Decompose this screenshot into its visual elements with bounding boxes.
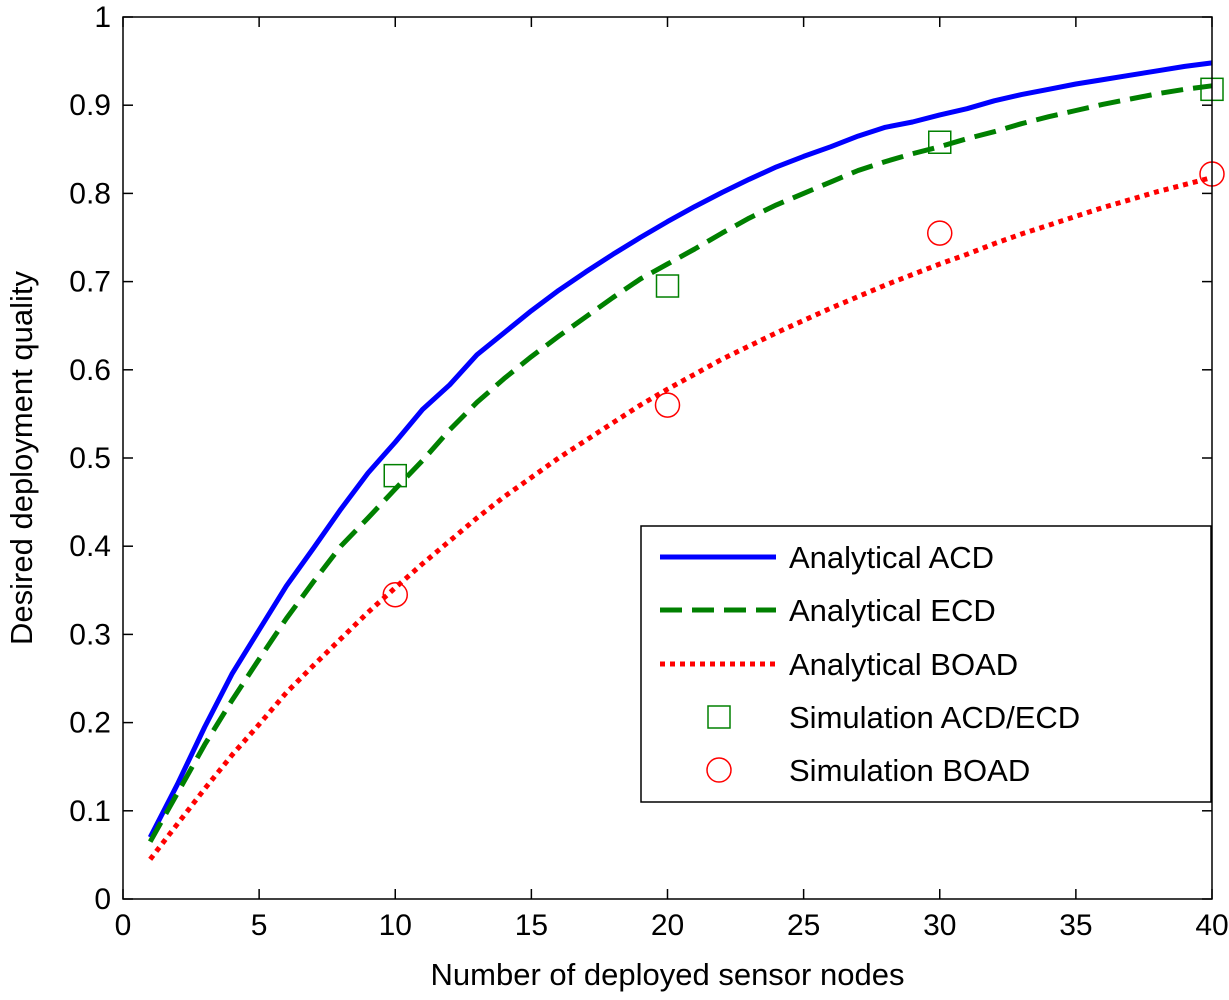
x-axis-label: Number of deployed sensor nodes (431, 957, 905, 992)
legend-label: Simulation ACD/ECD (789, 700, 1080, 735)
y-tick-label: 0.1 (69, 795, 111, 828)
legend-item: Simulation ACD/ECD (707, 700, 1080, 735)
x-tick-label: 25 (787, 909, 820, 942)
legend-label: Analytical BOAD (789, 647, 1018, 682)
y-tick-label: 0.5 (69, 442, 111, 475)
legend-item: Analytical BOAD (660, 647, 1018, 682)
legend-item: Analytical ACD (660, 540, 994, 575)
data-point-circle (654, 392, 681, 418)
data-point-circle (927, 220, 953, 246)
legend-label: Analytical ACD (789, 540, 994, 575)
y-tick-label: 0.4 (69, 530, 111, 563)
x-tick-label: 20 (651, 909, 684, 942)
x-tick-label: 5 (251, 909, 268, 942)
y-tick-label: 0.7 (69, 266, 111, 299)
y-tick-label: 1 (94, 1, 111, 34)
y-tick-label: 0.9 (69, 89, 111, 122)
y-tick-label: 0.8 (69, 177, 111, 210)
x-tick-label: 0 (115, 909, 132, 942)
data-point-square (928, 130, 952, 154)
x-tick-label: 10 (379, 909, 412, 942)
legend: Analytical ACD Analytical ECD Analytical B… (640, 525, 1212, 803)
series-line (148, 83, 1213, 843)
x-tick-label: 15 (515, 909, 548, 942)
series-3 (383, 77, 1224, 488)
data-point-circle (382, 581, 408, 608)
tick-layer: 0 5 10 15 20 25 30 35 40 0 0.1 0.2 0.3 0.4 0.5 0.6 0.7 0.… (69, 1, 1228, 942)
y-tick-label: 0.3 (69, 618, 111, 651)
data-point-square (655, 274, 680, 298)
data-point-square (383, 463, 407, 488)
x-tick-label: 30 (923, 909, 956, 942)
y-axis-label: Desired deployment quality (4, 271, 39, 645)
legend-item: Analytical ECD (660, 593, 996, 628)
x-tick-label: 40 (1195, 909, 1228, 942)
legend-item: Simulation BOAD (706, 753, 1030, 788)
series-0 (147, 60, 1213, 839)
legend-label: Analytical ECD (789, 593, 996, 628)
series-2 (148, 175, 1213, 861)
series-1 (148, 83, 1213, 843)
legend-label: Simulation BOAD (789, 753, 1030, 788)
y-tick-label: 0 (94, 883, 111, 916)
series-line (147, 60, 1213, 839)
legend-swatch (707, 705, 731, 729)
x-tick-label: 35 (1059, 909, 1092, 942)
legend-swatch (706, 757, 732, 783)
y-tick-label: 0.6 (69, 354, 111, 387)
legend-box (640, 525, 1212, 803)
y-tick-label: 0.2 (69, 707, 111, 740)
series-line (148, 175, 1213, 861)
